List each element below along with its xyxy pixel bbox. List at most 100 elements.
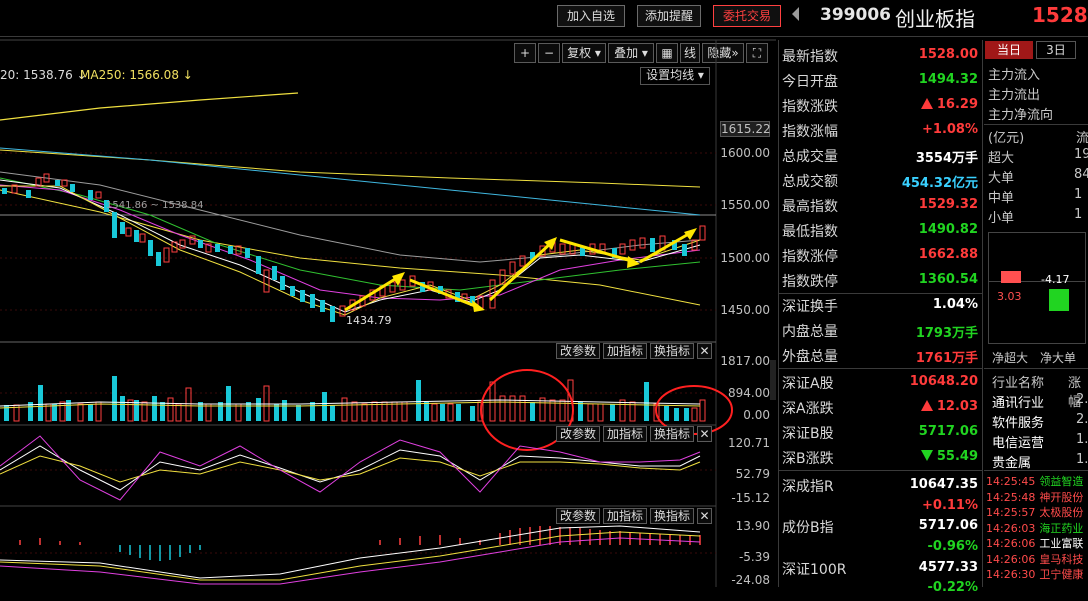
news-item[interactable]: 14:26:30 卫宁健康 xyxy=(986,566,1088,580)
zoom-in-button[interactable]: + xyxy=(514,43,536,63)
vol-add-indicator-button[interactable]: 加指标 xyxy=(603,343,647,359)
trend-arrows xyxy=(344,230,693,312)
kline-chart[interactable] xyxy=(0,0,776,587)
news-time: 14:25:45 xyxy=(986,475,1036,487)
fund-bar-large-value: -4.17 xyxy=(1041,273,1070,286)
kdj-axis-bot: -15.12 xyxy=(731,491,770,505)
line-button[interactable]: 线 xyxy=(680,43,700,63)
macd-axis-top: 13.90 xyxy=(735,519,770,533)
quote-value-text: 1490.82 xyxy=(918,222,978,237)
quote-value: 3554万手 xyxy=(916,147,978,166)
industry-row-name[interactable]: 软件服务 xyxy=(992,416,1045,431)
fund-bar-large xyxy=(1049,289,1069,311)
arrow-up-icon xyxy=(920,98,933,109)
macd-params-button[interactable]: 改参数 xyxy=(556,508,600,524)
fuquan-button[interactable]: 复权 ▾ xyxy=(562,43,606,63)
quote-row: 指数涨停 1662.88 xyxy=(780,243,980,268)
news-item[interactable]: 14:25:48 神开股份 xyxy=(986,489,1088,503)
close-icon: ✕ xyxy=(699,427,710,441)
fund-row-value: 1 xyxy=(1074,207,1083,222)
news-stock-name: 海正药业 xyxy=(1039,521,1084,534)
fund-bar-baseline xyxy=(989,281,1085,282)
industry-divider xyxy=(984,368,1088,369)
quote-row: 指数跌停 1360.54 xyxy=(780,268,980,293)
vol-params-button[interactable]: 改参数 xyxy=(556,343,600,359)
axis-top-label: 1615.22 xyxy=(720,121,771,137)
industry-row-change: 1. xyxy=(1076,432,1088,447)
quote-value: 1662.88 xyxy=(919,247,978,262)
tab-today[interactable]: 当日 xyxy=(985,41,1033,59)
tab-3day[interactable]: 3日 xyxy=(1036,41,1076,59)
fund-row-value: 1 xyxy=(1074,187,1083,202)
news-item[interactable]: 14:25:45 领益智造 xyxy=(986,473,1088,487)
add-alert-button[interactable]: 添加提醒 xyxy=(637,5,701,27)
quote-value-text: 16.29 xyxy=(936,97,978,112)
quote-value: 12.03 xyxy=(920,399,978,414)
quote-value: 1528.00 xyxy=(919,47,978,62)
news-item[interactable]: 14:26:06 皇马科技 xyxy=(986,551,1088,565)
order-button[interactable]: 委托交易 xyxy=(713,5,781,27)
quote-row: -0.96% xyxy=(780,535,980,560)
news-stock-name: 工业富联 xyxy=(1039,537,1084,549)
quote-row: 指数涨幅 +1.08% xyxy=(780,118,980,143)
news-item[interactable]: 14:26:06 工业富联 xyxy=(986,535,1088,549)
grid-button[interactable]: ▦ xyxy=(656,43,678,63)
quote-label: 最新指数 xyxy=(782,49,838,65)
news-item[interactable]: 14:26:03 海正药业 xyxy=(986,520,1088,534)
quote-label: 内盘总量 xyxy=(782,324,838,340)
volume-highlight-circle-1 xyxy=(480,369,574,451)
quote-row: 指数涨跌 16.29 xyxy=(780,93,980,118)
quote-label: 指数跌停 xyxy=(782,274,838,290)
overlay-button[interactable]: 叠加 ▾ xyxy=(608,43,654,63)
kdj-close-button[interactable]: ✕ xyxy=(697,426,712,442)
fund-unit-right: 流 xyxy=(1076,131,1088,146)
hide-label: 隐藏 xyxy=(707,46,732,60)
quote-label: 成份B指 xyxy=(782,520,834,536)
quote-value-text: 12.03 xyxy=(936,399,978,414)
add-watchlist-button[interactable]: 加入自选 xyxy=(557,5,625,27)
vol-close-button[interactable]: ✕ xyxy=(697,343,712,359)
quote-row: +0.11% xyxy=(780,494,980,519)
prev-arrow-icon[interactable] xyxy=(792,7,799,21)
set-ma-button[interactable]: 设置均线 ▾ xyxy=(640,67,710,85)
quote-value: 5717.06 xyxy=(919,518,978,533)
industry-row-change: 2. xyxy=(1076,392,1088,407)
axis-label-1550: 1550.00 xyxy=(720,198,770,212)
zoom-out-button[interactable]: − xyxy=(538,43,560,63)
fund-bar-superlarge xyxy=(1001,271,1021,283)
kdj-params-button[interactable]: 改参数 xyxy=(556,426,600,442)
fullscreen-button[interactable]: ⛶ xyxy=(746,43,768,63)
axis-label-1500: 1500.00 xyxy=(720,251,770,265)
panel-collapse-handle[interactable] xyxy=(770,360,776,400)
macd-add-indicator-button[interactable]: 加指标 xyxy=(603,508,647,524)
quote-label: 指数涨停 xyxy=(782,249,838,265)
vol-switch-indicator-button[interactable]: 换指标 xyxy=(650,343,694,359)
macd-switch-indicator-button[interactable]: 换指标 xyxy=(650,508,694,524)
quote-row: -0.22% xyxy=(780,576,980,601)
industry-row-name[interactable]: 通讯行业 xyxy=(992,396,1045,411)
industry-row-name[interactable]: 电信运营 xyxy=(992,436,1045,451)
macd-bars xyxy=(19,526,701,561)
quote-label: 深证B股 xyxy=(782,426,834,442)
arrow-down-icon xyxy=(920,450,933,461)
low-point-label: 1434.79 xyxy=(346,314,392,327)
volume-highlight-circle-2 xyxy=(655,385,733,435)
news-stock-name: 皇马科技 xyxy=(1039,552,1084,565)
quote-value: +0.11% xyxy=(922,498,978,513)
quote-value: +1.08% xyxy=(922,122,978,137)
hide-button[interactable]: 隐藏» xyxy=(702,43,744,63)
overlay-label: 叠加 xyxy=(614,46,639,60)
industry-row-change: 2. xyxy=(1076,412,1088,427)
quote-row: 深证B股 5717.06 xyxy=(780,420,980,445)
macd-close-button[interactable]: ✕ xyxy=(697,508,712,524)
fund-bar-label-2: 净大单 xyxy=(1040,351,1077,365)
quote-value-text: -0.22% xyxy=(927,580,979,595)
kdj-switch-indicator-button[interactable]: 换指标 xyxy=(650,426,694,442)
volume-bars xyxy=(0,376,706,422)
quote-row: 最高指数 1529.32 xyxy=(780,193,980,218)
kdj-add-indicator-button[interactable]: 加指标 xyxy=(603,426,647,442)
industry-row-name[interactable]: 贵金属 xyxy=(992,456,1032,471)
quote-divider xyxy=(779,470,982,471)
news-item[interactable]: 14:25:57 太极股份 xyxy=(986,504,1088,518)
ma20-legend: 20: 1538.76 ↓ xyxy=(0,68,87,82)
